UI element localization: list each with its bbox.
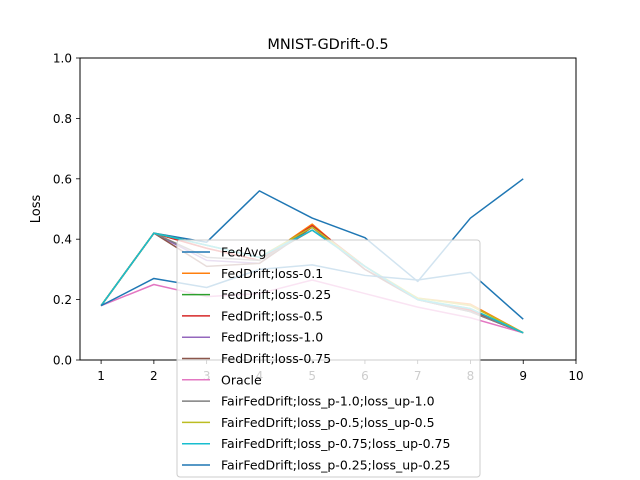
- legend-label: FedDrift;loss-0.1: [221, 266, 323, 281]
- chart-title: MNIST-GDrift-0.5: [267, 37, 388, 53]
- x-tick-label: 10: [568, 369, 583, 383]
- y-tick-label: 0.2: [53, 293, 72, 307]
- x-tick-label: 1: [97, 369, 105, 383]
- legend-label: FedAvg: [221, 245, 266, 260]
- legend-label: FedDrift;loss-0.5: [221, 308, 323, 323]
- legend-label: FedDrift;loss-1.0: [221, 330, 323, 345]
- legend-label: FairFedDrift;loss_p-1.0;loss_up-1.0: [221, 394, 435, 409]
- legend-label: FairFedDrift;loss_p-0.5;loss_up-0.5: [221, 415, 435, 430]
- legend-label: FairFedDrift;loss_p-0.75;loss_up-0.75: [221, 436, 450, 451]
- x-tick-label: 2: [150, 369, 158, 383]
- legend-box: [176, 239, 481, 478]
- y-tick-label: 0.0: [53, 354, 72, 368]
- y-axis-ticks: 0.0 0.2 0.4 0.6 0.8 1.0: [53, 52, 80, 368]
- x-tick-label: 9: [519, 369, 527, 383]
- y-axis-label: Loss: [29, 195, 44, 224]
- legend-label: FedDrift;loss-0.25: [221, 287, 331, 302]
- series-line-1: [100, 178, 524, 307]
- y-tick-label: 0.6: [53, 172, 72, 186]
- y-tick-label: 0.4: [53, 233, 72, 247]
- legend-label: Oracle: [221, 372, 262, 387]
- y-tick-label: 1.0: [53, 52, 72, 66]
- legend-label: FairFedDrift;loss_p-0.25;loss_up-0.25: [221, 458, 450, 473]
- y-tick-label: 0.8: [53, 112, 72, 126]
- legend-label: FedDrift;loss-0.75: [221, 351, 331, 366]
- legend: FedAvg FedDrift;loss-0.1 FedDrift;loss-0.2…: [176, 239, 481, 478]
